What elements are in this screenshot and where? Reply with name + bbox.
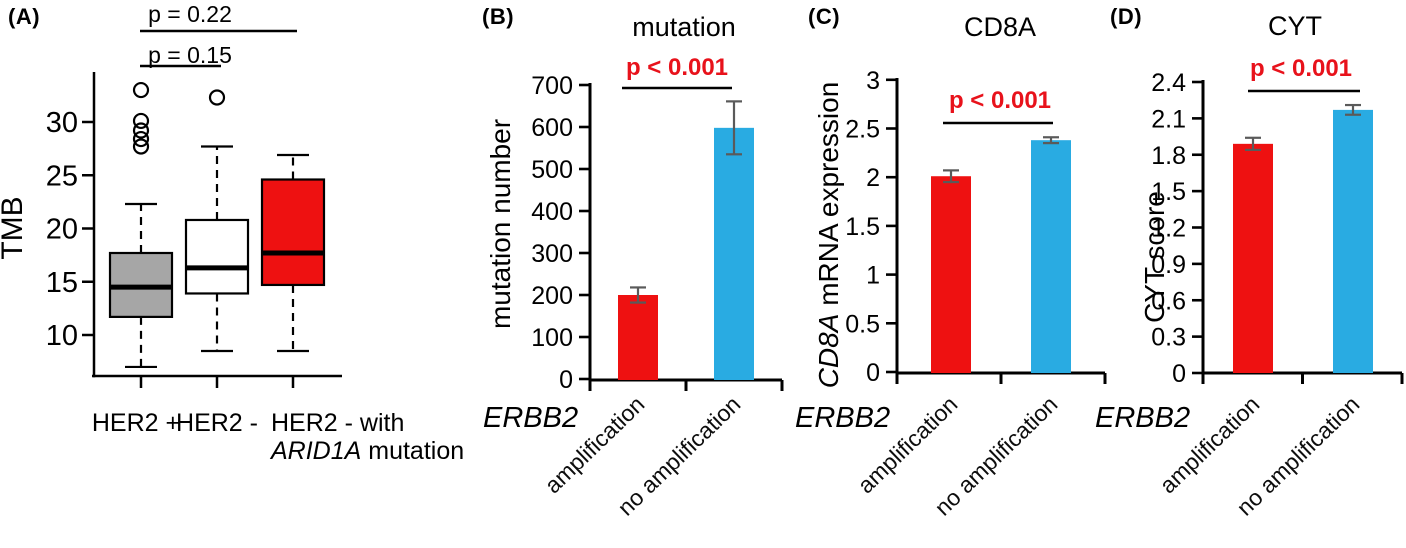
- panel-c-label: (C): [808, 4, 841, 29]
- bar-amplification: [1233, 143, 1273, 373]
- y-tick-label: 3: [866, 67, 880, 95]
- outlier-point: [132, 130, 150, 148]
- y-tick-label: 30: [46, 107, 78, 139]
- y-tick-label: 700: [531, 72, 573, 100]
- bar-no-amplification: [1031, 140, 1071, 373]
- significance-text-b: p < 0.001: [625, 54, 729, 81]
- y-tick-label: 2: [866, 164, 880, 192]
- arid1a-gene-label: ARID1A: [271, 437, 362, 465]
- y-tick-label: 0.5: [845, 310, 880, 338]
- arid1a-mutation-label: mutation: [361, 437, 465, 465]
- outlier-point: [132, 138, 150, 155]
- xlabel-erbb2-d: ERBB2: [1095, 402, 1191, 434]
- xlabel-erbb2-b: ERBB2: [483, 402, 579, 434]
- bar-no-amplification: [714, 127, 754, 380]
- y-tick-label: 2.5: [845, 116, 880, 144]
- y-tick-label: 0: [559, 366, 573, 394]
- y-tick-label: 15: [46, 267, 78, 299]
- outlier-point: [132, 81, 150, 99]
- box-2: [184, 218, 250, 295]
- category-her2-neg-arid1a-line1: HER2 - with: [271, 409, 405, 437]
- y-tick-label: 300: [531, 240, 573, 268]
- y-tick-label: 0.6: [1151, 287, 1186, 315]
- y-tick-label: 10: [46, 320, 78, 352]
- pvalue-a-bottom: p = 0.15: [148, 42, 232, 68]
- bar-amplification: [618, 295, 658, 380]
- category-her2-neg: HER2 -: [176, 409, 258, 437]
- y-tick-label: 400: [531, 198, 573, 226]
- y-tick-label: 500: [531, 156, 573, 184]
- xlabel-erbb2-c: ERBB2: [795, 402, 891, 434]
- panel-b-label: (B): [482, 4, 515, 29]
- y-tick-label: 600: [531, 114, 573, 142]
- y-tick-label: 1: [866, 262, 880, 290]
- panel-a-label: (A): [8, 4, 41, 29]
- y-tick-label: 2.1: [1151, 105, 1186, 133]
- category-her2-neg-arid1a: HER2 - with ARID1A mutation: [271, 409, 464, 465]
- outlier-point: [132, 122, 150, 139]
- x-category-label-amplification: amplification: [1154, 391, 1264, 499]
- outlier-point: [132, 112, 150, 130]
- y-tick-label: 0.3: [1151, 324, 1186, 352]
- boxplot-tmb-chart: 10 15 20 25 30: [46, 29, 342, 388]
- significance-text-c: p < 0.001: [948, 87, 1052, 114]
- outlier-point: [208, 89, 226, 106]
- y-tick-label: 0: [1172, 360, 1186, 388]
- y-tick-label: 0.9: [1151, 251, 1186, 279]
- x-category-label-amplification: amplification: [852, 391, 962, 499]
- y-tick-label: 1.5: [845, 213, 880, 241]
- y-tick-label: 1.2: [1151, 215, 1186, 243]
- panel-d-label: (D): [1110, 4, 1143, 29]
- bar-chart-cyt: 00.30.60.91.21.51.82.12.4amplificationno…: [1151, 69, 1404, 521]
- category-her2-pos: HER2 +: [91, 409, 181, 437]
- significance-text-d: p < 0.001: [1249, 55, 1353, 82]
- bar-amplification: [931, 176, 971, 373]
- category-her2-neg-arid1a-line2: ARID1A mutation: [271, 437, 464, 465]
- box-3: [260, 178, 326, 287]
- y-tick-label: 20: [46, 214, 78, 246]
- y-tick-label: 100: [531, 324, 573, 352]
- chart-b-title: mutation: [632, 12, 736, 42]
- bar-no-amplification: [1333, 109, 1373, 373]
- chart-c-title: CD8A: [963, 12, 1037, 42]
- pvalue-a-top: p = 0.22: [148, 1, 232, 27]
- y-tick-label: 1.8: [1151, 142, 1186, 170]
- chart-d-title: CYT: [1268, 11, 1322, 41]
- y-tick-label: 25: [46, 160, 78, 192]
- y-tick-label: 200: [531, 282, 573, 310]
- y-tick-label: 0: [866, 359, 880, 387]
- y-tick-label: 1.5: [1151, 178, 1186, 206]
- y-tick-label: 2.4: [1151, 69, 1186, 97]
